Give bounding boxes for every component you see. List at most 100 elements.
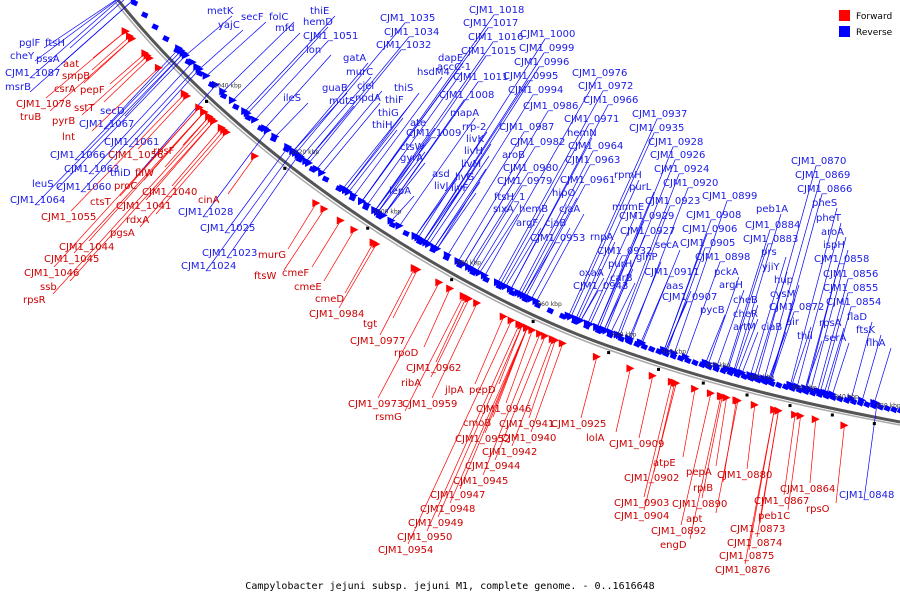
gene-label: metK	[207, 6, 234, 17]
leader-line	[768, 331, 787, 380]
leader-line	[205, 150, 294, 272]
gene-label: CJM1_0899	[702, 191, 757, 202]
reverse-feature-block	[795, 386, 804, 394]
gene-label: CJM1_1087	[5, 68, 60, 79]
forward-feature-arrow	[507, 316, 516, 325]
leader-line	[518, 150, 594, 293]
leader-line	[708, 276, 740, 364]
leader-line	[603, 268, 634, 330]
reverse-feature-block	[184, 58, 193, 66]
gene-label: murC	[346, 67, 373, 78]
gene-label: rrp-2	[462, 122, 486, 133]
leader-line	[375, 127, 436, 211]
gene-label: CJM1_0982	[510, 137, 565, 148]
reverse-feature-block	[829, 393, 838, 401]
leader-line	[423, 288, 451, 348]
leader-line	[494, 335, 546, 461]
gene-label: pepF	[80, 85, 105, 96]
gene-label: CJM1_0856	[823, 269, 878, 280]
reverse-feature-block	[521, 295, 529, 303]
gene-label: CJM1_0980	[503, 163, 558, 174]
reverse-feature-arrow	[681, 352, 690, 361]
gene-label: ciaB	[761, 322, 782, 333]
leader-line	[426, 66, 540, 243]
feature-track	[121, 0, 900, 430]
reverse-feature-block	[558, 312, 567, 320]
leader-line	[103, 48, 180, 130]
gene-label: CJM1_1032	[376, 40, 431, 51]
gene-label: CJM1_0941	[499, 419, 554, 430]
reverse-feature-block	[617, 335, 626, 343]
reverse-feature-arrow	[600, 325, 609, 334]
reverse-feature-block	[482, 275, 490, 284]
gene-label: ftsK	[856, 325, 875, 336]
gene-label: cmeD	[315, 294, 344, 305]
gene-label: pheS	[812, 198, 837, 209]
forward-feature-arrow	[811, 415, 820, 424]
leader-line	[338, 243, 377, 309]
tick-mark	[701, 381, 705, 385]
leader-line	[223, 21, 295, 92]
gene-label: folC	[269, 12, 288, 23]
forward-feature-arrow	[515, 320, 524, 329]
leader-line	[88, 61, 193, 175]
leader-line	[377, 151, 426, 213]
leader-line	[431, 302, 478, 399]
gene-label: pssA	[36, 54, 60, 65]
leader-line	[74, 50, 182, 161]
leader-line	[716, 289, 745, 367]
reverse-feature-block	[647, 345, 656, 353]
gene-label: cysM	[770, 289, 795, 300]
gene-label: CJM1_1015	[461, 46, 516, 57]
reverse-feature-arrow	[501, 282, 510, 291]
gene-label: ribA	[401, 378, 421, 389]
gene-label: CJM1_0855	[823, 283, 878, 294]
gene-label: ate	[410, 118, 426, 129]
reverse-feature-block	[802, 387, 810, 396]
leader-line	[805, 263, 840, 389]
gene-label: pglF	[19, 38, 40, 49]
reverse-feature-block	[495, 282, 504, 290]
tick-mark	[450, 278, 454, 282]
reverse-feature-block	[775, 381, 783, 389]
leader-line	[468, 172, 529, 268]
reverse-feature-block	[662, 350, 671, 358]
gene-label: hup	[774, 275, 793, 286]
gene-label: artM	[733, 322, 756, 333]
leader-line	[391, 195, 415, 221]
leader-line	[817, 278, 849, 392]
gene-label: rpsO	[806, 504, 830, 515]
leader-line	[701, 396, 723, 499]
leader-line	[423, 190, 460, 241]
reverse-feature-arrow	[616, 331, 625, 340]
leader-line	[383, 99, 465, 216]
reverse-feature-arrow	[212, 80, 221, 89]
gene-label: mapA	[450, 108, 479, 119]
gene-label: CJM1_1051	[303, 31, 358, 42]
reverse-feature-block	[815, 390, 824, 399]
leader-line	[596, 191, 655, 328]
leader-line	[471, 185, 523, 269]
gene-label: sixA	[493, 204, 514, 215]
leader-line	[247, 26, 329, 114]
gene-label: fliW	[135, 168, 154, 179]
gene-label: CJM1_0906	[682, 224, 737, 235]
gene-label: secA	[655, 240, 679, 251]
reverse-feature-block	[508, 289, 516, 297]
gene-label: CJM1_1044	[59, 242, 114, 253]
gene-label: CJM1_0996	[514, 57, 569, 68]
leader-line	[202, 130, 269, 218]
reverse-feature-block	[849, 398, 858, 406]
reverse-feature-block	[219, 92, 228, 100]
genome-caption: Campylobacter jejuni subsp. jejuni M1, c…	[245, 581, 654, 592]
reverse-feature-block	[606, 331, 614, 339]
forward-feature-arrow	[691, 384, 700, 393]
forward-feature-arrow	[499, 312, 508, 321]
reverse-feature-block	[207, 81, 216, 89]
leader-line	[764, 179, 821, 379]
tick-mark	[830, 413, 834, 417]
gene-label: CJM1_1034	[384, 27, 439, 38]
leader-line	[589, 255, 623, 325]
leader-line	[523, 197, 578, 296]
gene-label: rpiB	[693, 483, 713, 494]
